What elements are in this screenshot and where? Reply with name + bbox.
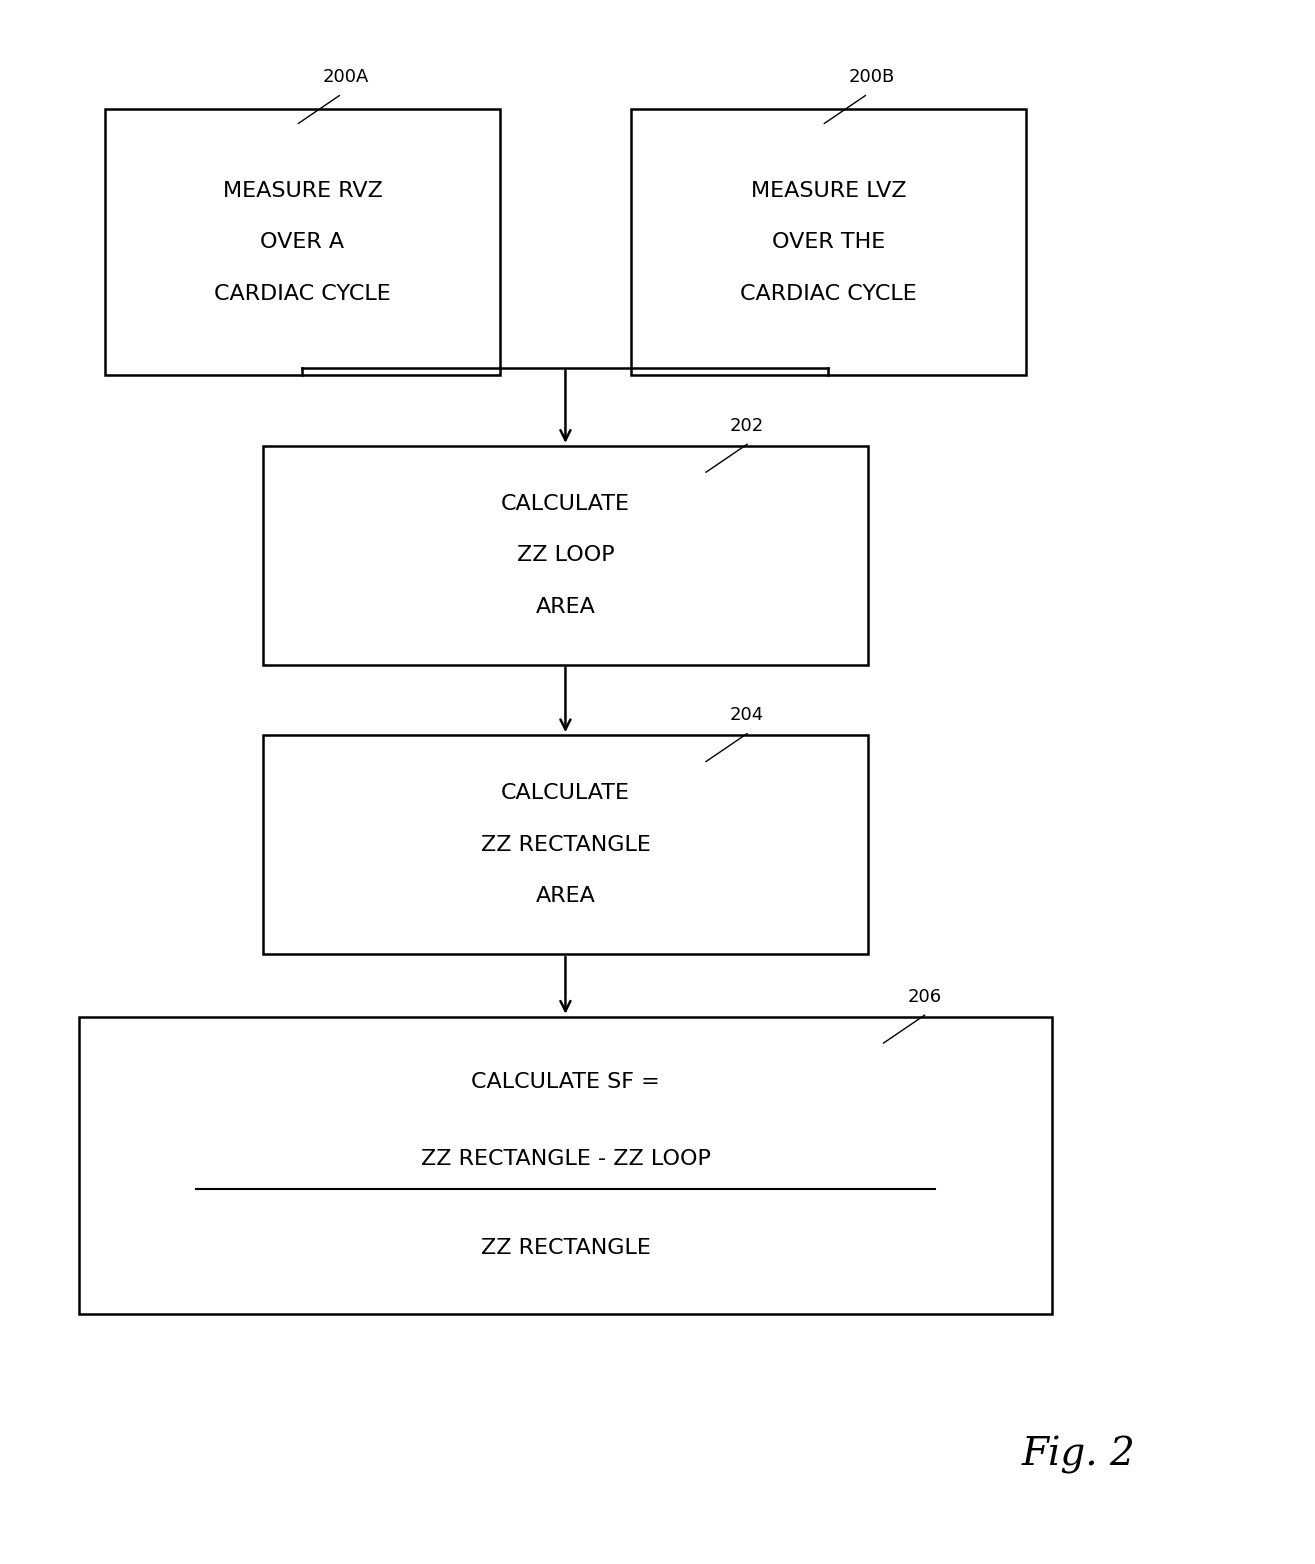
Text: ZZ RECTANGLE - ZZ LOOP: ZZ RECTANGLE - ZZ LOOP (421, 1150, 710, 1170)
Text: 206: 206 (907, 987, 942, 1006)
Bar (263, 735, 868, 954)
Text: ZZ RECTANGLE: ZZ RECTANGLE (480, 1239, 651, 1259)
Text: MEASURE RVZ: MEASURE RVZ (222, 181, 383, 200)
Text: OVER A: OVER A (260, 233, 345, 252)
Text: AREA: AREA (535, 887, 596, 906)
Text: ZZ RECTANGLE: ZZ RECTANGLE (480, 835, 651, 854)
Text: MEASURE LVZ: MEASURE LVZ (751, 181, 906, 200)
Text: 200A: 200A (322, 67, 368, 86)
Bar (263, 446, 868, 665)
Text: CARDIAC CYCLE: CARDIAC CYCLE (214, 285, 391, 303)
Text: 202: 202 (730, 416, 764, 435)
Bar (105, 109, 500, 375)
Text: CARDIAC CYCLE: CARDIAC CYCLE (740, 285, 917, 303)
Bar (631, 109, 1026, 375)
Text: OVER THE: OVER THE (772, 233, 885, 252)
Text: Fig. 2: Fig. 2 (1022, 1436, 1135, 1473)
Text: AREA: AREA (535, 597, 596, 616)
Text: CALCULATE: CALCULATE (501, 784, 630, 802)
Text: CALCULATE: CALCULATE (501, 494, 630, 513)
Text: 204: 204 (730, 705, 764, 724)
Text: CALCULATE SF =: CALCULATE SF = (471, 1071, 660, 1092)
Text: 200B: 200B (848, 67, 894, 86)
Text: ZZ LOOP: ZZ LOOP (517, 546, 614, 565)
Bar (79, 1017, 1052, 1314)
